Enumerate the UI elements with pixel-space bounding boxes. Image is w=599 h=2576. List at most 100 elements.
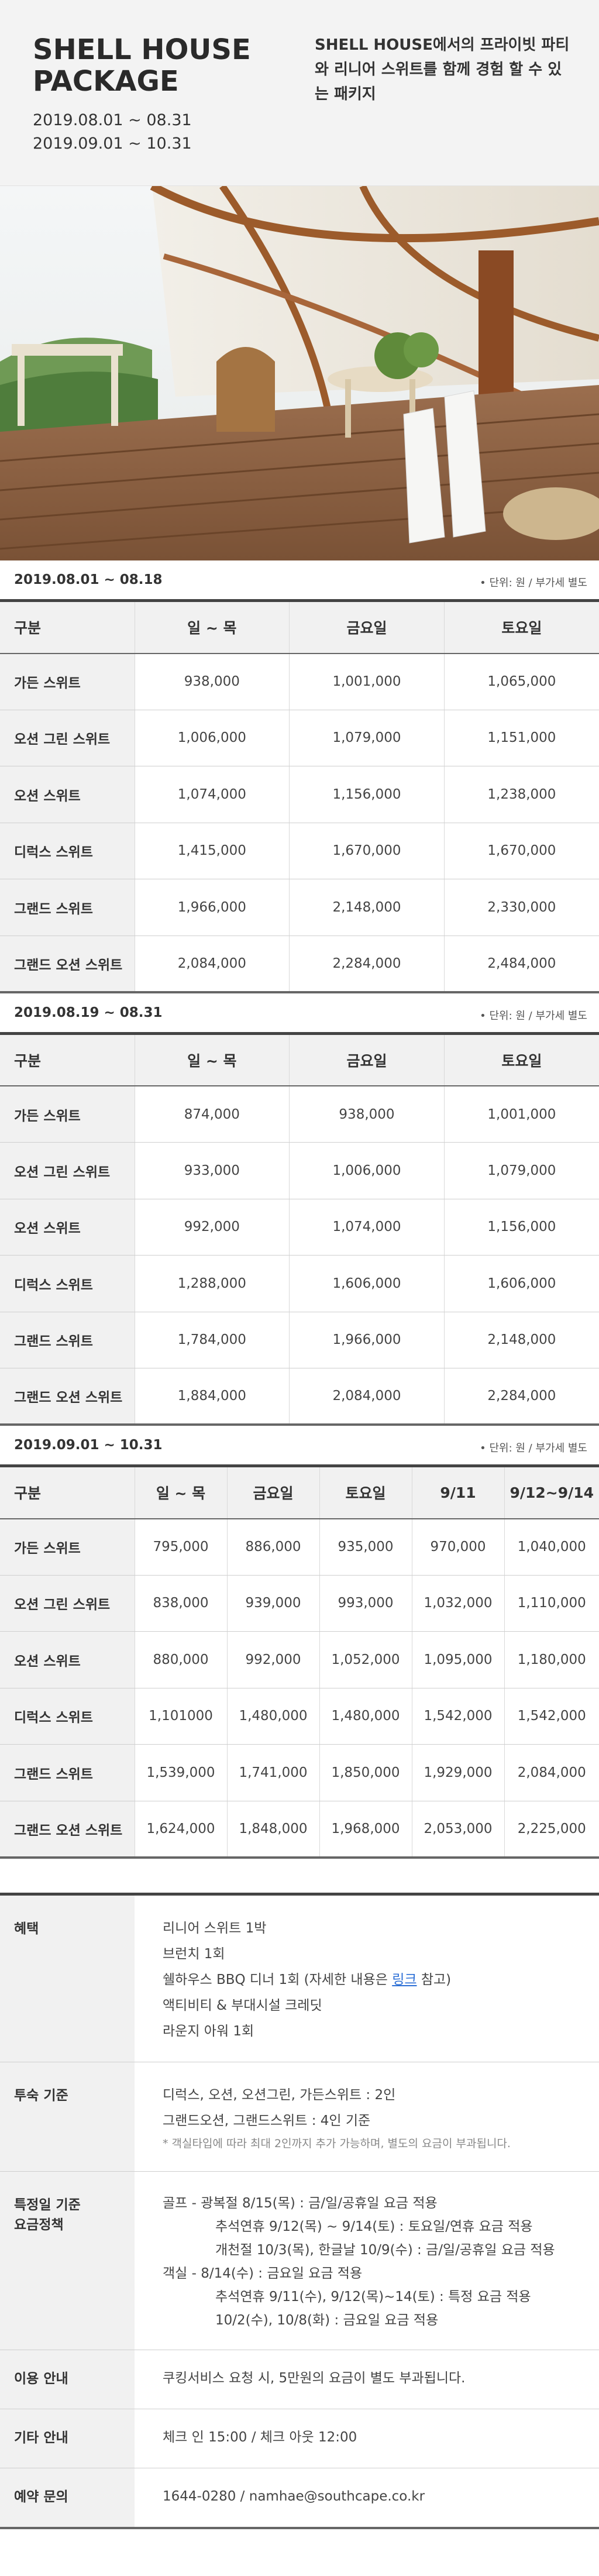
rate-cell: 1,670,000 [289, 823, 445, 879]
header-friday: 금요일 [289, 1031, 445, 1086]
room-name: 그랜드 오션 스위트 [0, 1368, 135, 1426]
info-row-reservation: 예약 문의 1644-0280 / namhae@southcape.co.kr [0, 2468, 599, 2528]
table-row: 가든 스위트 795,000 886,000 935,000 970,000 1,040,… [0, 1518, 599, 1576]
rate-cell: 1,606,000 [443, 1255, 599, 1312]
room-name: 디럭스 스위트 [0, 823, 135, 879]
rate-cell: 1,480,000 [226, 1688, 319, 1745]
table-row: 가든 스위트 874,000 938,000 1,001,000 [0, 1086, 599, 1143]
benefit-item: 브런치 1회 [163, 1946, 225, 1962]
rate-cell: 2,330,000 [443, 879, 599, 936]
room-name: 오션 스위트 [0, 766, 135, 823]
rate-cell: 1,001,000 [443, 1086, 599, 1143]
rate-cell: 1,101000 [134, 1688, 227, 1745]
rate-cell: 1,151,000 [443, 710, 599, 766]
room-name: 그랜드 오션 스위트 [0, 1801, 135, 1859]
rate-cell: 1,074,000 [289, 1199, 445, 1256]
rate-cell: 1,006,000 [134, 710, 290, 766]
rate-cell: 1,929,000 [411, 1744, 504, 1801]
room-name: 그랜드 스위트 [0, 1744, 135, 1801]
rate-cell: 1,180,000 [504, 1631, 599, 1688]
info-label: 기타 안내 [0, 2409, 135, 2468]
rate-cell: 838,000 [134, 1575, 227, 1632]
period-title: 2019.08.19 ~ 08.31 [14, 1005, 163, 1020]
header-category: 구분 [0, 1031, 135, 1086]
table-row: 오션 그린 스위트 933,000 1,006,000 1,079,000 [0, 1142, 599, 1199]
rate-cell: 1,884,000 [134, 1368, 290, 1426]
rate-cell: 1,040,000 [504, 1518, 599, 1576]
table-row: 오션 스위트 992,000 1,074,000 1,156,000 [0, 1199, 599, 1256]
rate-cell: 1,156,000 [289, 766, 445, 823]
rate-cell: 970,000 [411, 1518, 504, 1576]
unit-note: • 단위: 원 / 부가세 별도 [480, 1442, 587, 1454]
rate-cell: 1,079,000 [289, 710, 445, 766]
date-range-1: 2019.08.01 ~ 08.31 [33, 111, 192, 129]
rate-cell: 874,000 [134, 1086, 290, 1143]
bbq-detail-link[interactable]: 링크 [392, 1972, 417, 1987]
package-title: SHELL HOUSE PACKAGE [33, 33, 251, 98]
rate-cell: 1,741,000 [226, 1744, 319, 1801]
table-row: 그랜드 스위트 1,784,000 1,966,000 2,148,000 [0, 1312, 599, 1368]
benefit-item: 쉘하우스 BBQ 디너 1회 (자세한 내용은 링크 참고) [163, 1967, 599, 1993]
header-category: 구분 [0, 1464, 135, 1519]
rate-cell: 993,000 [319, 1575, 412, 1632]
rate-cell: 2,225,000 [504, 1801, 599, 1859]
rate-cell: 2,148,000 [289, 879, 445, 936]
info-row-occupancy: 투숙 기준 디럭스, 오션, 오션그린, 가든스위트 : 2인 그랜드오션, 그… [0, 2062, 599, 2172]
golf-rate-line: 골프 - 광복절 8/15(목) : 금/일/공휴일 요금 적용 [163, 2195, 438, 2211]
rate-cell: 1,850,000 [319, 1744, 412, 1801]
header-saturday: 토요일 [443, 599, 599, 654]
rate-table-3: 구분 일 ~ 목 금요일 토요일 9/11 9/12~9/14 가든 스위트 79… [0, 1464, 599, 1859]
header-sun-thu: 일 ~ 목 [134, 1031, 290, 1086]
period-title: 2019.08.01 ~ 08.18 [14, 572, 163, 587]
rate-cell: 2,284,000 [289, 936, 445, 993]
room-rate-subline: 추석연휴 9/11(수), 9/12(목)~14(토) : 특정 요금 적용 [215, 2289, 531, 2305]
room-name: 그랜드 오션 스위트 [0, 936, 135, 993]
header-sun-thu: 일 ~ 목 [134, 599, 290, 654]
reservation-contact[interactable]: 1644-0280 / namhae@southcape.co.kr [135, 2468, 599, 2528]
bbq-text: 쉘하우스 BBQ 디너 1회 (자세한 내용은 [163, 1972, 393, 1987]
rate-cell: 1,074,000 [134, 766, 290, 823]
rate-cell: 992,000 [134, 1199, 290, 1256]
room-name: 그랜드 스위트 [0, 879, 135, 936]
rate-cell: 1,542,000 [411, 1688, 504, 1745]
rate-table-1: 구분 일 ~ 목 금요일 토요일 가든 스위트 938,000 1,001,000 1… [0, 599, 599, 993]
table-row: 그랜드 오션 스위트 1,884,000 2,084,000 2,284,000 [0, 1368, 599, 1426]
room-rate-line: 객실 - 8/14(수) : 금요일 요금 적용 [163, 2265, 363, 2281]
room-name: 오션 그린 스위트 [0, 1575, 135, 1632]
rate-cell: 2,148,000 [443, 1312, 599, 1368]
usage-text: 쿠킹서비스 요청 시, 5만원의 요금이 별도 부과됩니다. [135, 2350, 599, 2409]
golf-rate-subline: 추석연휴 9/12(목) ~ 9/14(토) : 토요일/연휴 요금 적용 [215, 2219, 533, 2234]
info-label-line: 요금정책 [14, 2217, 64, 2233]
rate-cell: 935,000 [319, 1518, 412, 1576]
period-title: 2019.09.01 ~ 10.31 [14, 1437, 163, 1453]
room-name: 그랜드 스위트 [0, 1312, 135, 1368]
header-sun-thu: 일 ~ 목 [134, 1464, 227, 1519]
benefits-list: 리니어 스위트 1박 브런치 1회 쉘하우스 BBQ 디너 1회 (자세한 내용… [135, 1894, 599, 2062]
info-label-line: 특정일 기준 [14, 2197, 81, 2213]
rate-cell: 1,606,000 [289, 1255, 445, 1312]
info-label: 혜택 [0, 1894, 135, 2062]
benefit-item: 라운지 아워 1회 [163, 2023, 254, 2039]
room-name: 가든 스위트 [0, 653, 135, 710]
checkin-text: 체크 인 15:00 / 체크 아웃 12:00 [135, 2409, 599, 2468]
rate-cell: 2,084,000 [504, 1744, 599, 1801]
room-name: 오션 스위트 [0, 1199, 135, 1256]
occupancy-note: * 객실타입에 따라 최대 2인까지 추가 가능하며, 별도의 요금이 부과됩니… [163, 2137, 511, 2150]
table-row: 그랜드 스위트 1,539,000 1,741,000 1,850,000 1,929,… [0, 1744, 599, 1801]
header-friday: 금요일 [289, 599, 445, 654]
table-row: 오션 스위트 1,074,000 1,156,000 1,238,000 [0, 766, 599, 823]
unit-note: • 단위: 원 / 부가세 별도 [480, 577, 587, 589]
rate-cell: 1,539,000 [134, 1744, 227, 1801]
header-friday: 금요일 [226, 1464, 319, 1519]
golf-rate-subline: 개천절 10/3(목), 한글날 10/9(수) : 금/일/공휴일 요금 적용 [215, 2242, 555, 2258]
rate-cell: 1,848,000 [226, 1801, 319, 1859]
table-row: 디럭스 스위트 1,101000 1,480,000 1,480,000 1,542,0… [0, 1688, 599, 1745]
period-bar-3: 2019.09.01 ~ 10.31 • 단위: 원 / 부가세 별도 [0, 1426, 599, 1464]
rate-table-2: 구분 일 ~ 목 금요일 토요일 가든 스위트 874,000 938,000 1,0… [0, 1031, 599, 1426]
rate-cell: 938,000 [289, 1086, 445, 1143]
rate-cell: 2,484,000 [443, 936, 599, 993]
rate-cell: 1,784,000 [134, 1312, 290, 1368]
room-name: 오션 그린 스위트 [0, 710, 135, 766]
date-range-2: 2019.09.01 ~ 10.31 [33, 135, 192, 153]
